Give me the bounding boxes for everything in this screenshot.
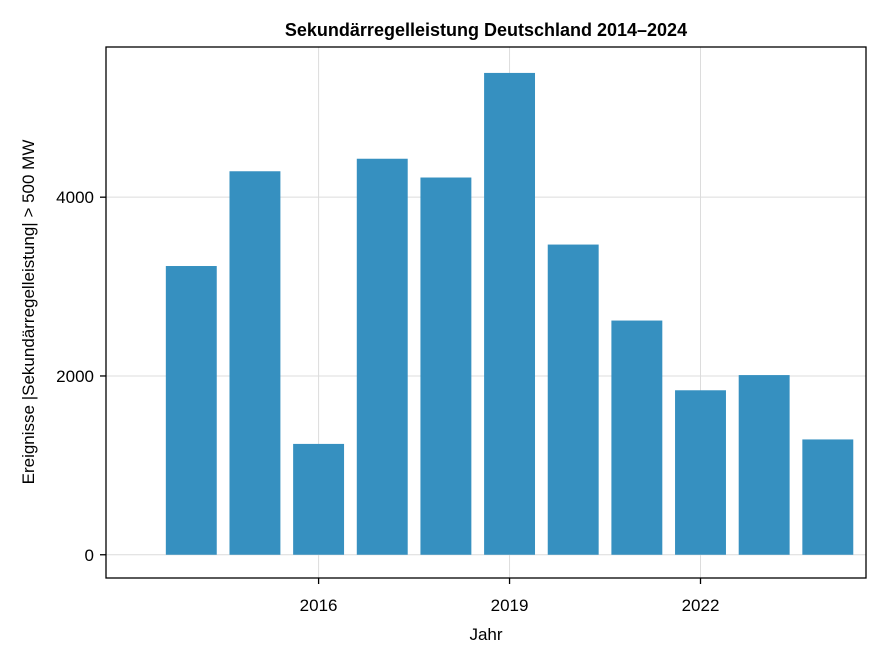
x-axis-label: Jahr: [469, 625, 502, 644]
bar-2016: [293, 443, 345, 555]
bar-2014: [165, 266, 217, 555]
y-tick-label: 2000: [56, 367, 94, 386]
bar-2022: [675, 390, 726, 555]
y-tick-label: 0: [85, 546, 94, 565]
y-tick-label: 4000: [56, 188, 94, 207]
plot-frame: [105, 46, 867, 579]
y-axis-label: Ereignisse |Sekundärregelleistung| > 500…: [19, 140, 38, 485]
bar-2024: [802, 439, 854, 555]
bar-2019: [484, 72, 536, 555]
x-tick-label: 2022: [682, 596, 720, 615]
chart-title: Sekundärregelleistung Deutschland 2014–2…: [285, 20, 687, 40]
bar-2018: [420, 177, 472, 555]
bar-2020: [547, 244, 599, 555]
bar-2023: [738, 375, 790, 555]
x-tick-label: 2019: [491, 596, 529, 615]
bars: [165, 72, 854, 555]
axis-ticks: 2016 2019 2022 0 2000 4000: [56, 188, 719, 615]
bar-2017: [356, 158, 408, 555]
bar-2021: [611, 320, 663, 555]
x-tick-label: 2016: [300, 596, 338, 615]
bar-2015: [229, 171, 281, 555]
